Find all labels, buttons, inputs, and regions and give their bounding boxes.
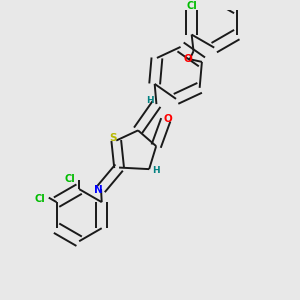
Text: O: O <box>164 114 172 124</box>
Text: N: N <box>94 185 103 195</box>
Text: Cl: Cl <box>65 174 76 184</box>
Text: H: H <box>152 166 160 175</box>
Text: Cl: Cl <box>34 194 45 203</box>
Text: O: O <box>184 54 193 64</box>
Text: H: H <box>147 96 154 105</box>
Text: Cl: Cl <box>187 1 198 10</box>
Text: S: S <box>110 133 117 143</box>
